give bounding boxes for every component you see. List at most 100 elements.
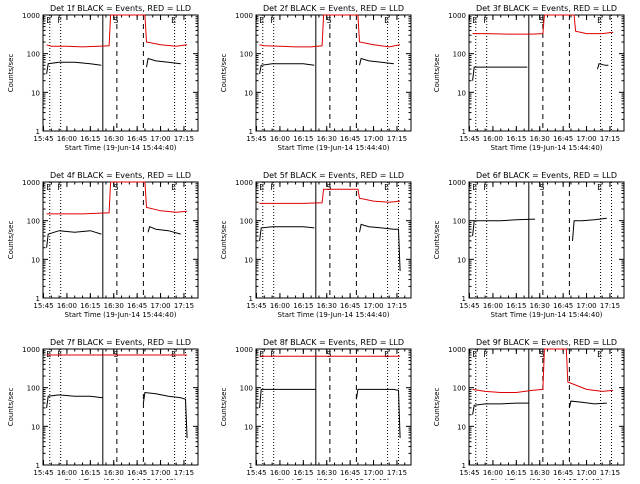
y-axis-label: Counts/sec	[7, 388, 15, 427]
marker-label: F	[483, 16, 488, 25]
marker-label: E	[472, 183, 477, 192]
y-tick-label: 100	[27, 385, 40, 393]
x-axis-label: Start Time (19-Jun-14 15:44:40)	[278, 311, 390, 319]
lld-series-line	[259, 188, 401, 204]
x-tick-label: 16:30	[104, 135, 124, 143]
x-tick-label: 15:45	[33, 469, 53, 477]
chart-title: Det 6f BLACK = Events, RED = LLD	[476, 171, 617, 180]
marker-label: S	[539, 350, 544, 359]
x-tick-label: 16:00	[57, 469, 77, 477]
events-series-line	[46, 230, 102, 248]
x-tick-label: 15:45	[246, 135, 266, 143]
x-tick-label: 15:45	[459, 302, 479, 310]
y-axis-label: Counts/sec	[220, 54, 228, 93]
x-tick-label: 16:30	[104, 469, 124, 477]
x-tick-label: 16:15	[506, 302, 526, 310]
y-axis-label: Counts/sec	[433, 54, 441, 93]
y-tick-label: 100	[27, 51, 40, 59]
chart-panel: Det 1f BLACK = Events, RED = LLD 1 10 100 10…	[7, 4, 199, 152]
marker-label: E	[597, 183, 602, 192]
marker-label: E	[384, 350, 389, 359]
y-tick-label: 100	[27, 218, 40, 226]
y-tick-label: 1	[462, 128, 466, 136]
chart-panel: Det 9f BLACK = Events, RED = LLD 1 10 100 10…	[433, 338, 625, 484]
events-series-line	[147, 226, 181, 235]
x-tick-label: 15:45	[246, 469, 266, 477]
x-tick-label: 15:45	[246, 302, 266, 310]
y-tick-label: 1	[462, 295, 466, 303]
chart-panel: Det 5f BLACK = Events, RED = LLD 1 10 100 10…	[220, 171, 412, 319]
marker-label: E	[384, 16, 389, 25]
x-tick-label: 16:45	[340, 302, 360, 310]
marker-label: E	[259, 183, 264, 192]
lld-series-line	[472, 348, 614, 393]
x-tick-label: 16:00	[483, 469, 503, 477]
y-tick-label: 1000	[448, 346, 466, 354]
x-tick-label: 17:00	[576, 302, 596, 310]
x-tick-label: 16:30	[530, 135, 550, 143]
x-tick-label: 16:45	[127, 135, 147, 143]
events-series-line	[572, 217, 607, 241]
y-tick-label: 1000	[448, 12, 466, 20]
chart-title: Det 3f BLACK = Events, RED = LLD	[476, 4, 617, 13]
y-tick-label: 100	[240, 385, 253, 393]
y-tick-label: 10	[457, 256, 466, 264]
y-tick-label: 1000	[448, 179, 466, 187]
chart-panel: Det 7f BLACK = Events, RED = LLD 1 10 100 10…	[7, 338, 199, 484]
y-tick-label: 1	[36, 128, 40, 136]
marker-label: S	[326, 16, 331, 25]
x-tick-label: 16:45	[340, 469, 360, 477]
y-tick-label: 1	[36, 295, 40, 303]
y-tick-label: 1000	[235, 12, 253, 20]
x-tick-label: 15:45	[33, 302, 53, 310]
chart-title: Det 1f BLACK = Events, RED = LLD	[50, 4, 191, 13]
x-tick-label: 17:15	[387, 469, 407, 477]
x-tick-label: 17:00	[363, 135, 383, 143]
y-tick-label: 100	[240, 51, 253, 59]
lld-series-line	[46, 181, 188, 215]
chart-title: Det 9f BLACK = Events, RED = LLD	[476, 338, 617, 347]
x-tick-label: 16:00	[270, 135, 290, 143]
events-series-line	[259, 388, 316, 408]
chart-title: Det 2f BLACK = Events, RED = LLD	[263, 4, 404, 13]
x-tick-label: 17:15	[174, 135, 194, 143]
y-tick-label: 1	[462, 462, 466, 470]
chart-panel: Det 8f BLACK = Events, RED = LLD 1 10 100 10…	[220, 338, 412, 484]
marker-label: F	[270, 16, 275, 25]
x-tick-label: 16:00	[270, 469, 290, 477]
y-axis-label: Counts/sec	[7, 221, 15, 260]
y-tick-label: 1	[249, 128, 253, 136]
x-tick-label: 16:45	[553, 469, 573, 477]
events-series-line	[359, 223, 401, 272]
x-tick-label: 16:30	[104, 302, 124, 310]
y-axis-label: Counts/sec	[220, 388, 228, 427]
x-tick-label: 16:45	[127, 469, 147, 477]
events-series-line	[259, 226, 315, 241]
x-tick-label: 16:15	[293, 469, 313, 477]
x-tick-label: 17:15	[600, 302, 620, 310]
x-axis-label: Start Time (19-Jun-14 15:44:40)	[491, 144, 603, 152]
x-tick-label: 16:15	[293, 302, 313, 310]
marker-label: F	[57, 183, 62, 192]
y-tick-label: 1000	[22, 346, 40, 354]
marker-label: E	[597, 350, 602, 359]
y-tick-label: 100	[240, 218, 253, 226]
x-tick-label: 16:15	[80, 469, 100, 477]
y-tick-label: 1	[249, 462, 253, 470]
x-tick-label: 16:45	[553, 135, 573, 143]
chart-panel: Det 2f BLACK = Events, RED = LLD 1 10 100 10…	[220, 4, 412, 152]
x-axis-label: Start Time (19-Jun-14 15:44:40)	[278, 144, 390, 152]
plot-frame	[255, 181, 412, 299]
x-tick-label: 17:00	[150, 302, 170, 310]
x-tick-label: 17:15	[387, 302, 407, 310]
y-tick-label: 10	[457, 423, 466, 431]
marker-label: F	[270, 350, 275, 359]
plot-frame	[42, 348, 199, 466]
events-series-line	[359, 57, 394, 66]
chart-panel: Det 6f BLACK = Events, RED = LLD 1 10 100 10…	[433, 171, 625, 319]
marker-label: E	[46, 16, 51, 25]
y-tick-label: 10	[31, 256, 40, 264]
marker-label: S	[539, 16, 544, 25]
y-tick-label: 10	[244, 256, 253, 264]
